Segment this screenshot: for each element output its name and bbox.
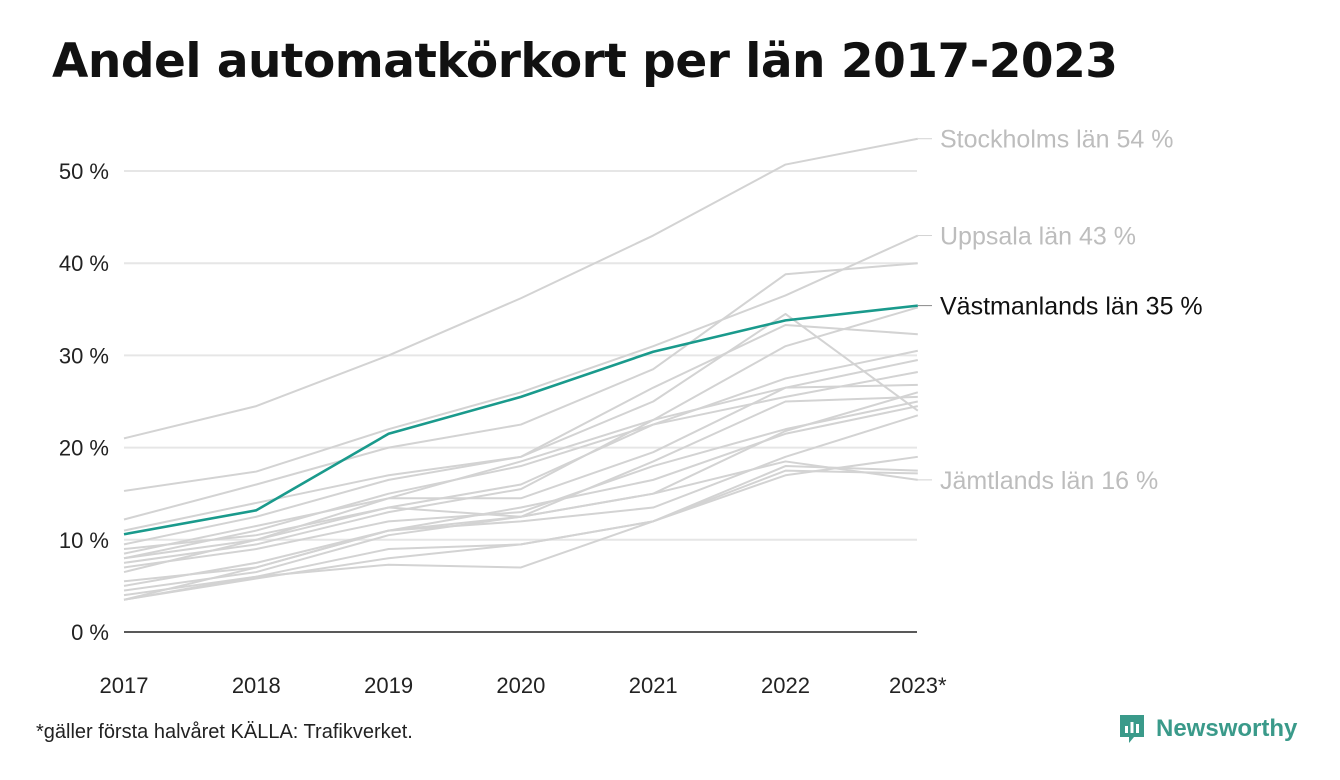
series-line-län-l [123,391,919,592]
newsworthy-logo-icon [1120,715,1144,743]
y-tick-label: 30 % [59,343,109,368]
brand-logo[interactable]: Newsworthy [1118,713,1297,745]
y-tick-label: 40 % [59,251,109,276]
series-lines [123,137,919,601]
x-tick-label: 2020 [496,673,545,698]
series-line-län-j [123,400,919,569]
chart-title: Andel automatkörkort per län 2017-2023 [52,34,1118,89]
series-line-län-c [123,323,918,546]
x-tick-label: 2018 [232,673,281,698]
series-line-län-p [123,469,918,601]
x-axis-labels: 2017 2018 2019 2020 2021 2022 2023* [100,673,947,698]
series-line-län-d [123,306,919,555]
x-tick-label: 2022 [761,673,810,698]
series-line-län-o [123,465,918,601]
y-tick-label: 0 % [71,620,109,645]
footnote: *gäller första halvåret KÄLLA: Trafikver… [36,721,413,743]
series-line-västmanlands-län [123,304,918,536]
series-end-labels: Stockholms län 54 % Uppsala län 43 % Västm… [917,126,1203,495]
y-tick-label: 50 % [59,159,109,184]
series-line-län-a [123,262,918,521]
y-tick-label: 10 % [59,528,109,553]
x-tick-label: 2017 [100,673,149,698]
series-line-stockholms-län [123,137,918,440]
end-label: Stockholms län 54 % [940,126,1173,154]
end-label: Västmanlands län 35 % [940,293,1203,321]
series-line-län-k [123,405,919,583]
y-axis-labels: 0 % 10 % 20 % 30 % 40 % 50 % [59,159,109,645]
brand-name: Newsworthy [1156,715,1298,742]
end-label: Jämtlands län 16 % [940,467,1158,495]
x-tick-label: 2021 [629,673,678,698]
series-line-län-m [123,414,919,601]
series-line-län-g [123,371,918,551]
series-line-uppsala-län [123,234,919,492]
x-tick-label: 2019 [364,673,413,698]
x-tick-label: 2023* [889,673,947,698]
y-tick-label: 20 % [59,436,109,461]
end-label: Uppsala län 43 % [940,223,1136,251]
series-line-län-e [123,349,919,560]
